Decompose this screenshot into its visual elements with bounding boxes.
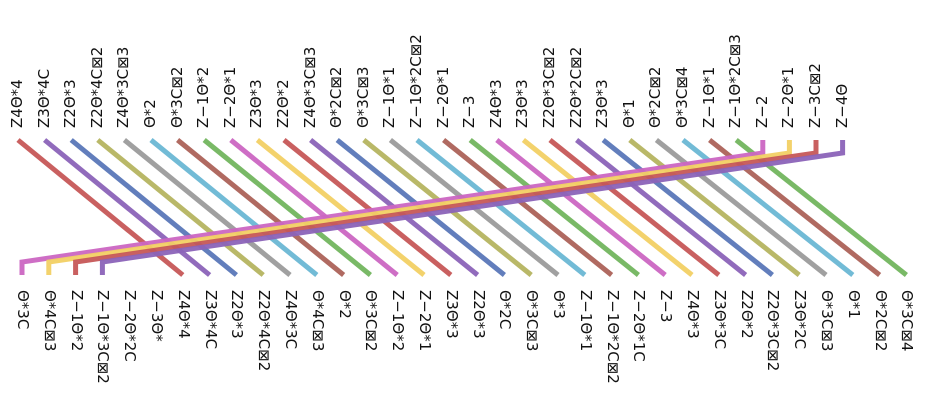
top-label: Z−1Θ*2 (194, 66, 213, 128)
wire-5 (149, 138, 319, 277)
bottom-label: Z4Θ*4 (174, 290, 193, 339)
top-label: Θ*2 (141, 99, 159, 128)
bottom-label: Z2Θ*3 (469, 290, 488, 339)
bottom-label: Z2Θ*3C⊠2 (764, 290, 783, 372)
top-label: Θ*3C⊠4 (673, 66, 691, 128)
wire-19 (521, 138, 694, 277)
top-label: Θ*2C⊠2 (327, 66, 346, 128)
top-label: Z−2Θ*1 (433, 66, 452, 128)
top-label: Θ*2C⊠2 (646, 66, 665, 128)
wire-9 (255, 138, 426, 277)
top-label: Z3Θ*3 (247, 79, 266, 128)
top-label: Z4Θ*3C⊠3 (114, 46, 133, 128)
wire-28 (19, 140, 766, 275)
wire-4 (122, 138, 292, 277)
wire-10 (282, 138, 453, 277)
top-label: Z−2Θ*1 (779, 66, 798, 128)
bottom-label: Θ*3C⊠2 (362, 290, 381, 352)
top-label: Z2Θ*3C⊠2 (540, 46, 558, 128)
top-label: Z−4Θ (832, 83, 851, 128)
wire-20 (548, 138, 721, 277)
top-label: Z2Θ*2 (274, 79, 292, 128)
bottom-label: Z−2Θ*1 (416, 290, 434, 352)
bottom-label: Z−1Θ*3C⊠2 (94, 290, 113, 384)
top-label: Z−2Θ*1 (220, 66, 239, 128)
top-label: Z3Θ*3 (593, 79, 612, 128)
bottom-label: Z2Θ*2 (737, 290, 756, 339)
top-label: Z2Θ*2C⊠2 (566, 46, 585, 128)
top-label: Z3Θ*4C (34, 68, 53, 128)
bottom-label: Z−1Θ*2 (389, 290, 408, 352)
bottom-label: Θ*3C⊠3 (523, 290, 542, 352)
bottom-label: Z3Θ*4C (201, 290, 220, 350)
bottom-label: Z−2Θ*1C (630, 290, 649, 362)
bottom-label: Z2Θ*4C⊠2 (255, 290, 274, 372)
bottom-label: Z−1Θ*2C⊠2 (603, 290, 622, 384)
wire-18 (495, 138, 667, 277)
top-label: Θ*1 (619, 99, 638, 128)
top-label: Z4Θ*3C⊠3 (300, 46, 319, 128)
bottom-label: Z3Θ*2C (791, 290, 810, 350)
wire-8 (229, 138, 399, 277)
wire-16 (442, 138, 614, 277)
top-label: Z4Θ*4 (8, 79, 26, 128)
bottom-label: Θ*3C⊠3 (818, 290, 836, 352)
top-label: Z−1Θ*2C⊠2 (407, 34, 425, 128)
bottom-label: Z−2Θ*2C (121, 290, 140, 362)
bottom-label: Z3Θ*3C (710, 290, 729, 350)
top-label: Z2Θ*4C⊠2 (87, 46, 106, 128)
top-label: Z−1Θ*2C⊠3 (726, 34, 745, 128)
top-label: Z−1Θ*1 (380, 66, 399, 128)
wire-15 (415, 138, 587, 277)
wire-7 (202, 138, 372, 277)
top-label: Z−1Θ*1 (699, 66, 718, 128)
top-label: Z−3 (460, 95, 479, 128)
top-label: Θ*3C⊠3 (353, 66, 372, 128)
bottom-label: Θ*3 (550, 290, 568, 319)
top-label: Z2Θ*3 (61, 79, 80, 128)
bottom-label: Z4Θ*3 (684, 290, 702, 339)
bottom-label: Θ*2C⊠2 (871, 290, 890, 352)
bottom-label: Z−3Θ* (148, 290, 166, 342)
bottom-label: Θ*4C⊠3 (308, 290, 327, 352)
bottom-label: Z−1Θ*2 (67, 290, 86, 352)
bottom-label: Z2Θ*3 (228, 290, 247, 339)
bottom-label: Z−3 (657, 290, 676, 323)
bottom-label: Θ*2C (496, 290, 515, 330)
bottom-label: Z3Θ*3 (442, 290, 461, 339)
wire-30 (73, 140, 819, 275)
wire-21 (575, 138, 748, 277)
wire-group (16, 138, 908, 277)
bottom-label: Θ*3C⊠4 (898, 290, 917, 352)
wire-6 (176, 138, 346, 277)
wire-23 (628, 138, 801, 277)
wire-29 (46, 140, 792, 275)
bottom-label: Θ*3C (14, 290, 32, 330)
bottom-label: Θ*1 (844, 290, 863, 319)
top-label: Z−2 (752, 95, 771, 128)
wire-17 (468, 138, 640, 277)
top-label: Z4Θ*3 (486, 79, 505, 128)
bottom-label: Z4Θ*3C (282, 290, 300, 350)
wire-31 (99, 140, 846, 275)
bottom-label: Θ*2 (335, 290, 354, 319)
wire-3 (96, 138, 265, 277)
bottom-label: Θ*4C⊠3 (40, 290, 59, 352)
top-label: Z−3C⊠2 (806, 63, 824, 128)
top-label: Z3Θ*3 (513, 79, 532, 128)
bottom-label: Z−1Θ*1 (576, 290, 595, 352)
wire-2 (69, 138, 238, 277)
top-label: Θ*3C⊠2 (167, 66, 186, 128)
wire-22 (601, 138, 774, 277)
